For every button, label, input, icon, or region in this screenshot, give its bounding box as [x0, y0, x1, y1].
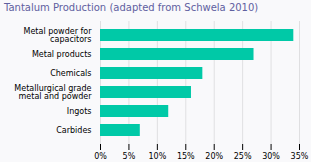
svg-text:25%: 25%: [234, 152, 252, 161]
svg-text:Metal powder forcapacitors: Metal powder forcapacitors: [24, 27, 93, 44]
svg-text:0%: 0%: [94, 152, 107, 161]
html-text:Tantalum Production (adapted f: Tantalum Production (adapted from Schwel…: [4, 2, 259, 13]
svg-text:15%: 15%: [177, 152, 195, 161]
svg-text:10%: 10%: [148, 152, 166, 161]
svg-text:30%: 30%: [262, 152, 280, 161]
svg-text:5%: 5%: [123, 152, 136, 161]
svg-text:Ingots: Ingots: [67, 107, 92, 116]
svg-text:Metallurgical grademetal and p: Metallurgical grademetal and powder: [14, 84, 92, 101]
svg-text:Metal products: Metal products: [32, 50, 92, 59]
svg-text:Carbides: Carbides: [56, 126, 91, 135]
svg-text:20%: 20%: [205, 152, 223, 161]
svg-text:Chemicals: Chemicals: [50, 69, 91, 78]
svg-text:35%: 35%: [291, 152, 309, 161]
